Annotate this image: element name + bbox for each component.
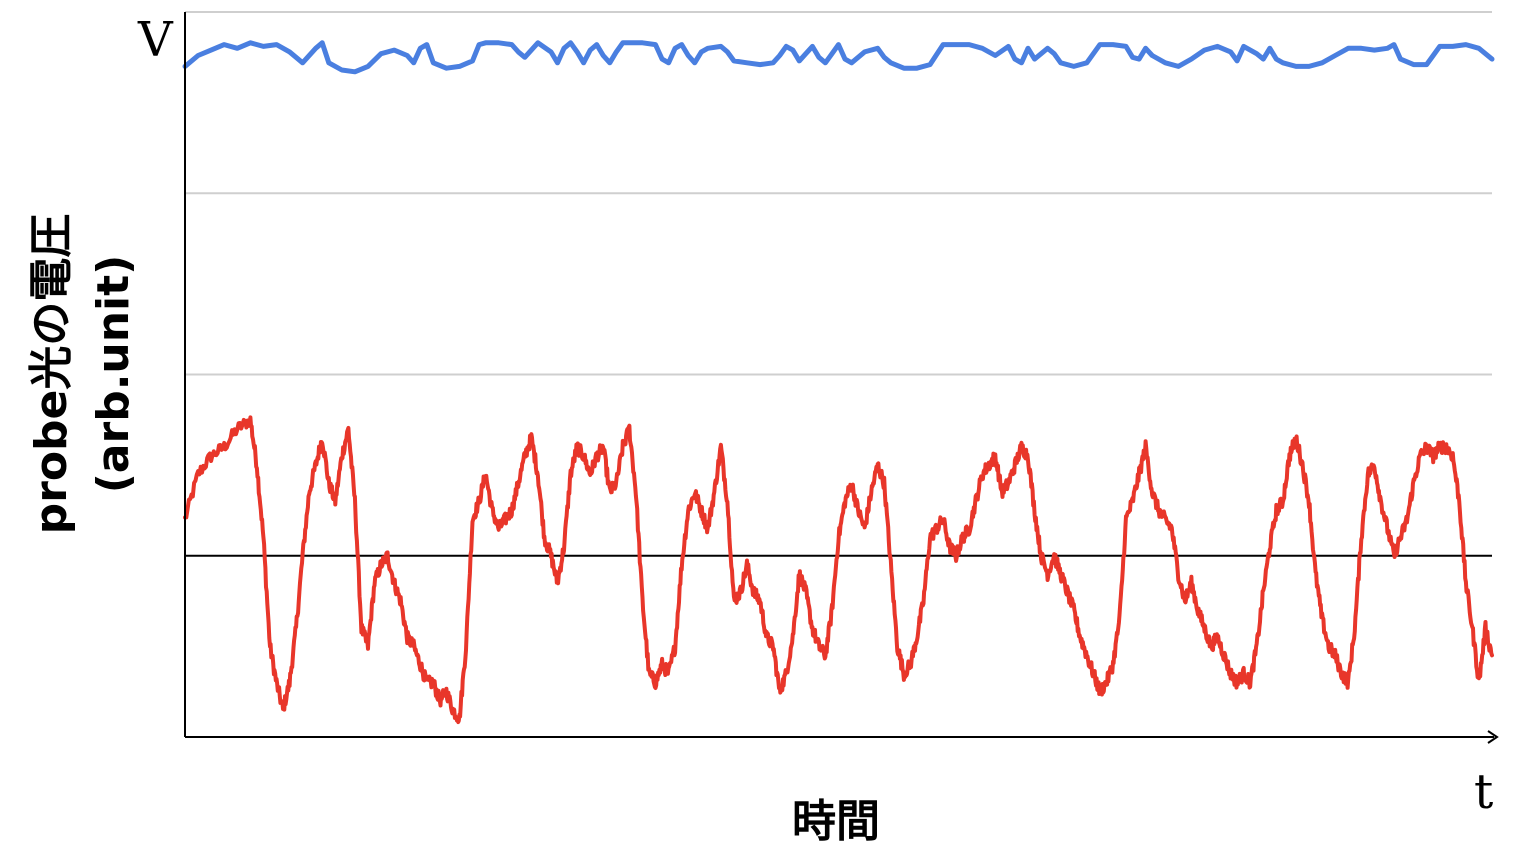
y-axis-unit: (arb.unit) [88, 255, 139, 494]
x-axis-title: 時間 [792, 796, 880, 847]
x-axis-arrowhead [1487, 730, 1499, 744]
y-axis-title: probe光の電圧 [26, 214, 77, 535]
y-axis-symbol: V [137, 12, 174, 68]
gridlines [185, 11, 1492, 376]
series-layer [182, 40, 1495, 725]
series-line-0 [182, 40, 1495, 75]
x-axis-symbol: t [1474, 764, 1493, 820]
series-line-1 [183, 415, 1494, 725]
